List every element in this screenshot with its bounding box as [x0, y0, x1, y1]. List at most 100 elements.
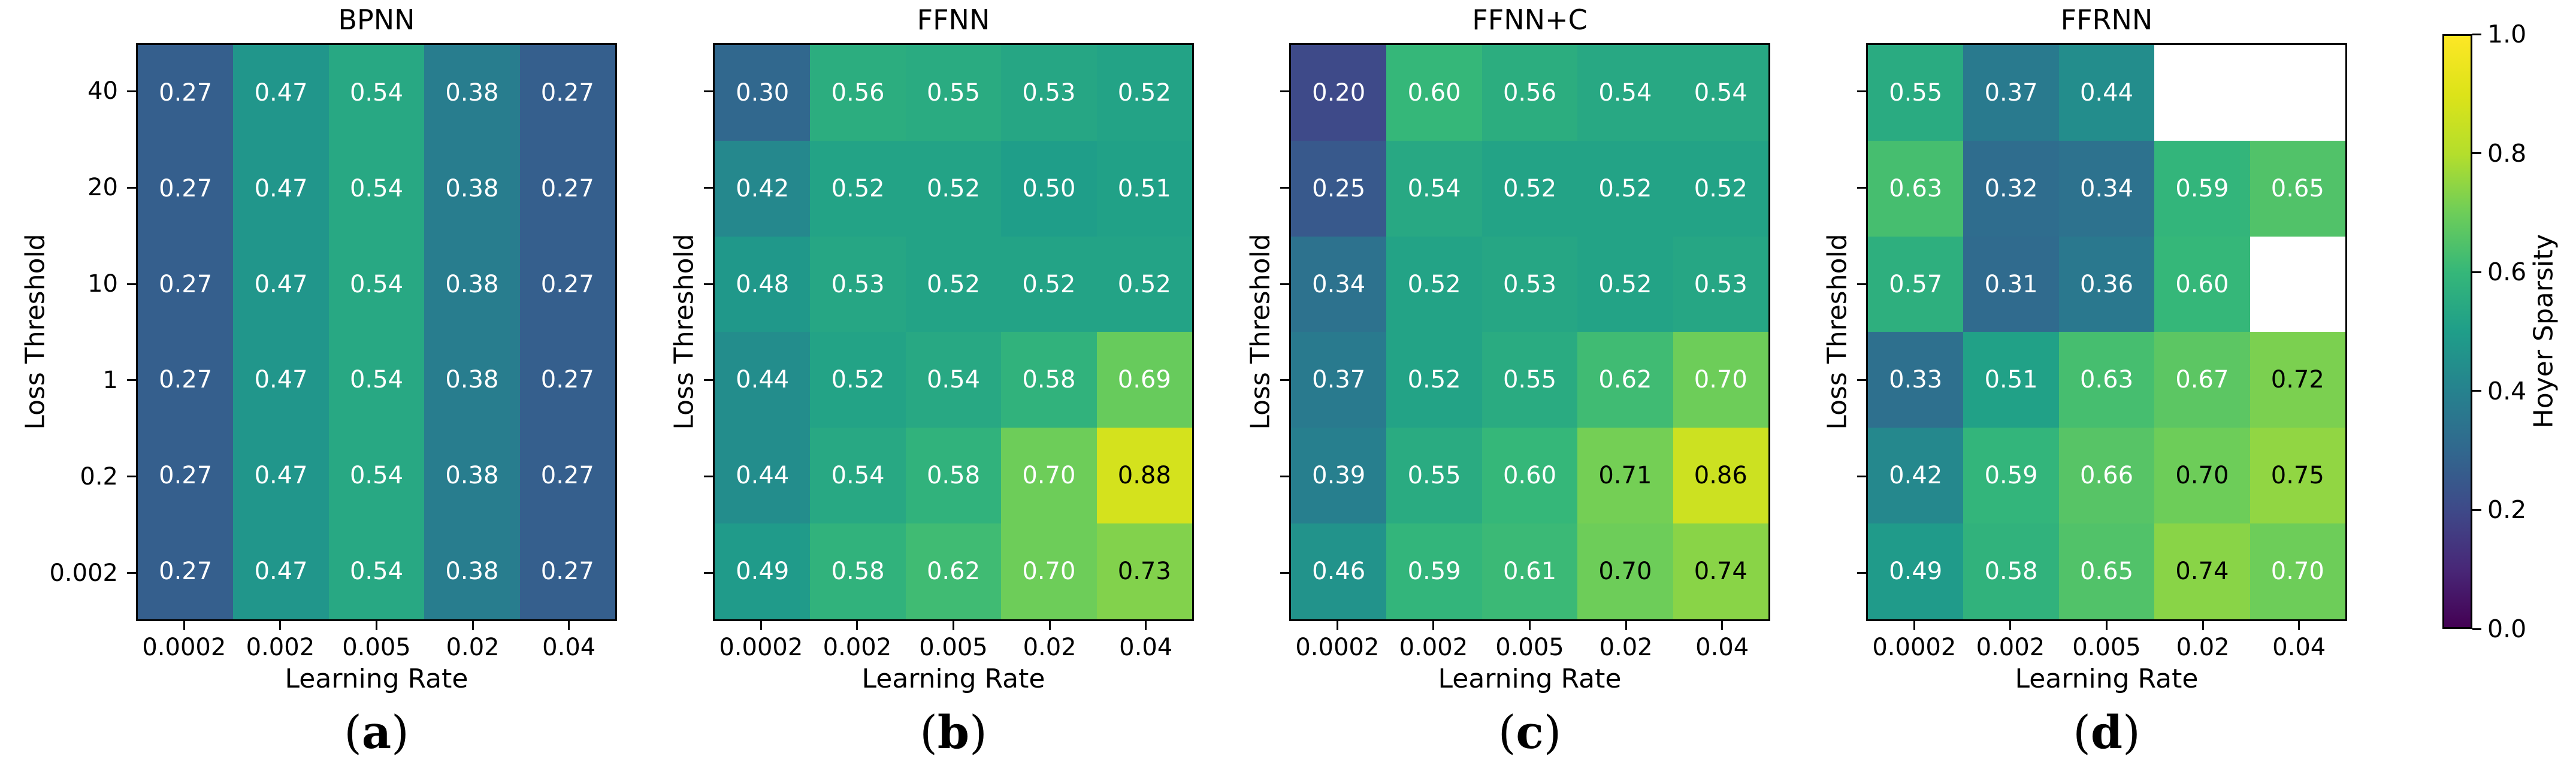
heatmap-cell: 0.47: [233, 236, 329, 332]
x-tick-label: 0.02: [446, 634, 500, 661]
heatmap-cell: 0.52: [1577, 140, 1673, 237]
heatmap-cell: 0.55: [1386, 428, 1482, 524]
cell-value: 0.27: [540, 174, 594, 202]
heatmap-cell: 0.61: [1481, 523, 1578, 619]
heatmap-cell: 0.44: [715, 428, 811, 524]
cell-value: 0.54: [349, 558, 404, 586]
caption-open-paren: (: [2073, 706, 2091, 759]
y-tick-mark: [127, 283, 136, 285]
cell-value: 0.53: [1694, 270, 1747, 298]
heatmap-cell: 0.27: [519, 428, 615, 524]
caption-open-paren: (: [920, 706, 938, 759]
x-tick-mark: [1145, 621, 1147, 630]
y-tick-mark: [1280, 90, 1289, 92]
heatmap-cell: 0.52: [905, 236, 1002, 332]
panel-ffnn-c: FFNN+C Loss Threshold 0.20 0.60 0.56 0.54 0.…: [1245, 0, 1770, 784]
caption-close-paren: ): [1543, 706, 1562, 759]
x-tick-label: 0.02: [1599, 634, 1653, 661]
x-tick-mark: [376, 621, 377, 630]
cell-value: 0.36: [2079, 270, 2134, 298]
cell-value: 0.52: [1598, 174, 1652, 202]
heatmap-cell: 0.54: [1577, 45, 1673, 141]
colorbar-tick-mark: [2472, 390, 2481, 392]
cell-value: 0.74: [1694, 558, 1747, 586]
x-tick-mark: [1721, 621, 1724, 630]
x-tick-label: 0.04: [2272, 634, 2326, 661]
heatmap-cell: 0.70: [1577, 523, 1673, 619]
heatmap-cell: 0.52: [1481, 140, 1578, 237]
x-tick-mark: [1529, 621, 1531, 630]
cell-value: 0.65: [2270, 174, 2324, 202]
cell-value: 0.32: [1984, 174, 2038, 202]
x-tick-label: 0.002: [823, 634, 892, 661]
cell-value: 0.54: [1407, 174, 1461, 202]
heatmap-cell: [2154, 45, 2250, 141]
cell-value: 0.20: [1312, 78, 1366, 107]
y-tick-mark: [127, 476, 136, 478]
cell-value: 0.47: [254, 78, 308, 107]
x-tick-label: 0.002: [1399, 634, 1468, 661]
caption-letter: d: [2090, 706, 2123, 759]
cell-value: 0.27: [159, 78, 213, 107]
x-tick-label: 0.002: [246, 634, 315, 661]
caption-letter: c: [1516, 706, 1544, 759]
heatmap-cell: 0.54: [328, 45, 425, 141]
x-tick-label: 0.0002: [719, 634, 803, 661]
cell-value: 0.52: [831, 174, 885, 202]
caption-close-paren: ): [391, 706, 409, 759]
x-tick-label: 0.0002: [142, 634, 226, 661]
heatmap-cell: 0.70: [2154, 428, 2250, 524]
cell-value: 0.51: [1117, 174, 1171, 202]
heatmap-cell: 0.46: [1291, 523, 1387, 619]
panel-title: FFNN: [917, 4, 990, 36]
cell-value: 0.38: [445, 558, 499, 586]
heatmap-cell: 0.37: [1291, 332, 1387, 428]
y-tick-mark: [1857, 379, 1866, 382]
cell-value: 0.27: [159, 366, 213, 394]
y-tick-label: 0.002: [49, 559, 118, 587]
heatmap-cell: 0.86: [1673, 428, 1768, 524]
cell-value: 0.52: [1117, 270, 1171, 298]
cell-value: 0.33: [1889, 366, 1943, 394]
colorbar-tick-mark: [2472, 33, 2481, 35]
cell-value: 0.52: [1502, 174, 1557, 202]
cell-value: 0.58: [926, 462, 981, 490]
heatmap-cell: 0.55: [1481, 332, 1578, 428]
x-tick-mark: [1048, 621, 1051, 630]
heatmap-cell: 0.27: [138, 236, 234, 332]
heatmap-cell: 0.58: [810, 523, 906, 619]
heatmap-cell: 0.44: [2058, 45, 2155, 141]
cell-value: 0.50: [1022, 174, 1076, 202]
y-tick-mark: [1280, 186, 1289, 189]
cell-value: 0.55: [1889, 78, 1943, 107]
cell-value: 0.38: [445, 78, 499, 107]
y-tick-mark: [127, 572, 136, 574]
x-tick-mark: [1625, 621, 1627, 630]
cell-value: 0.63: [1889, 174, 1943, 202]
caption-close-paren: ): [2123, 706, 2140, 759]
heatmap-cell: [2250, 236, 2345, 332]
x-tick-mark: [1336, 621, 1338, 630]
cell-value: 0.27: [159, 462, 213, 490]
heatmap-cell: 0.27: [138, 332, 234, 428]
y-tick-label: 10: [87, 270, 118, 298]
colorbar-tick-label: 0.2: [2487, 495, 2527, 525]
cell-value: 0.52: [926, 174, 981, 202]
heatmap-cell: 0.27: [138, 428, 234, 524]
x-tick-mark: [2298, 621, 2300, 630]
heatmap-cell: 0.51: [1096, 140, 1192, 237]
cell-value: 0.70: [1694, 366, 1747, 394]
y-tick-mark: [1857, 283, 1866, 285]
heatmap-cell: 0.59: [2154, 140, 2250, 237]
heatmap-cell: 0.47: [233, 140, 329, 237]
cell-value: 0.54: [349, 366, 404, 394]
cell-value: 0.56: [1502, 78, 1557, 107]
cell-value: 0.73: [1117, 558, 1171, 586]
cell-value: 0.30: [736, 78, 790, 107]
heatmap-cell: 0.38: [424, 332, 520, 428]
y-axis-label: Loss Threshold: [1822, 234, 1853, 430]
x-tick-label: 0.02: [2176, 634, 2230, 661]
x-tick-mark: [279, 621, 282, 630]
y-axis-label: Loss Threshold: [20, 234, 51, 430]
y-axis-label: Loss Threshold: [669, 234, 700, 430]
